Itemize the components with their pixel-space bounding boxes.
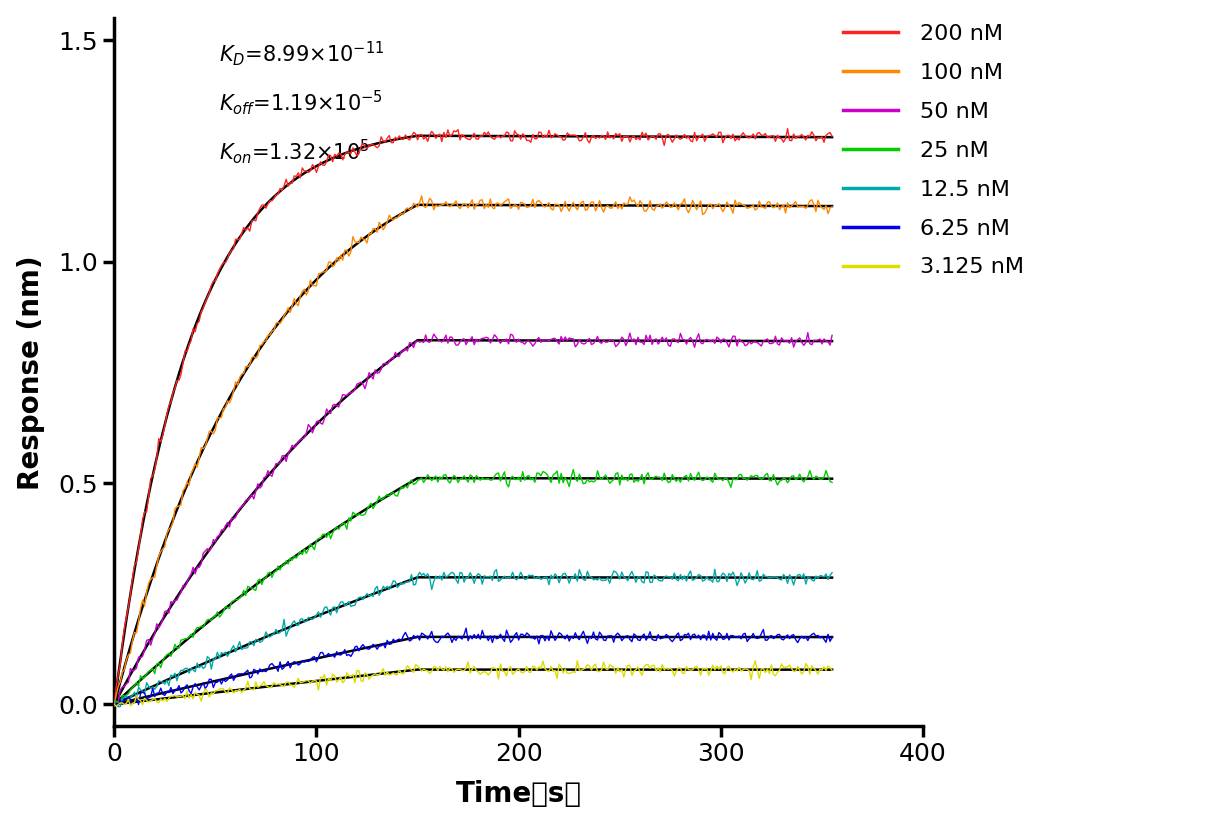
Y-axis label: Response (nm): Response (nm) (17, 255, 44, 490)
X-axis label: Time（s）: Time（s） (456, 780, 582, 808)
Text: $K_D$=8.99×10$^{-11}$
$K_{off}$=1.19×10$^{-5}$
$K_{on}$=1.32×10$^{5}$: $K_D$=8.99×10$^{-11}$ $K_{off}$=1.19×10$… (219, 40, 384, 166)
Legend: 200 nM, 100 nM, 50 nM, 25 nM, 12.5 nM, 6.25 nM, 3.125 nM: 200 nM, 100 nM, 50 nM, 25 nM, 12.5 nM, 6… (834, 15, 1034, 286)
